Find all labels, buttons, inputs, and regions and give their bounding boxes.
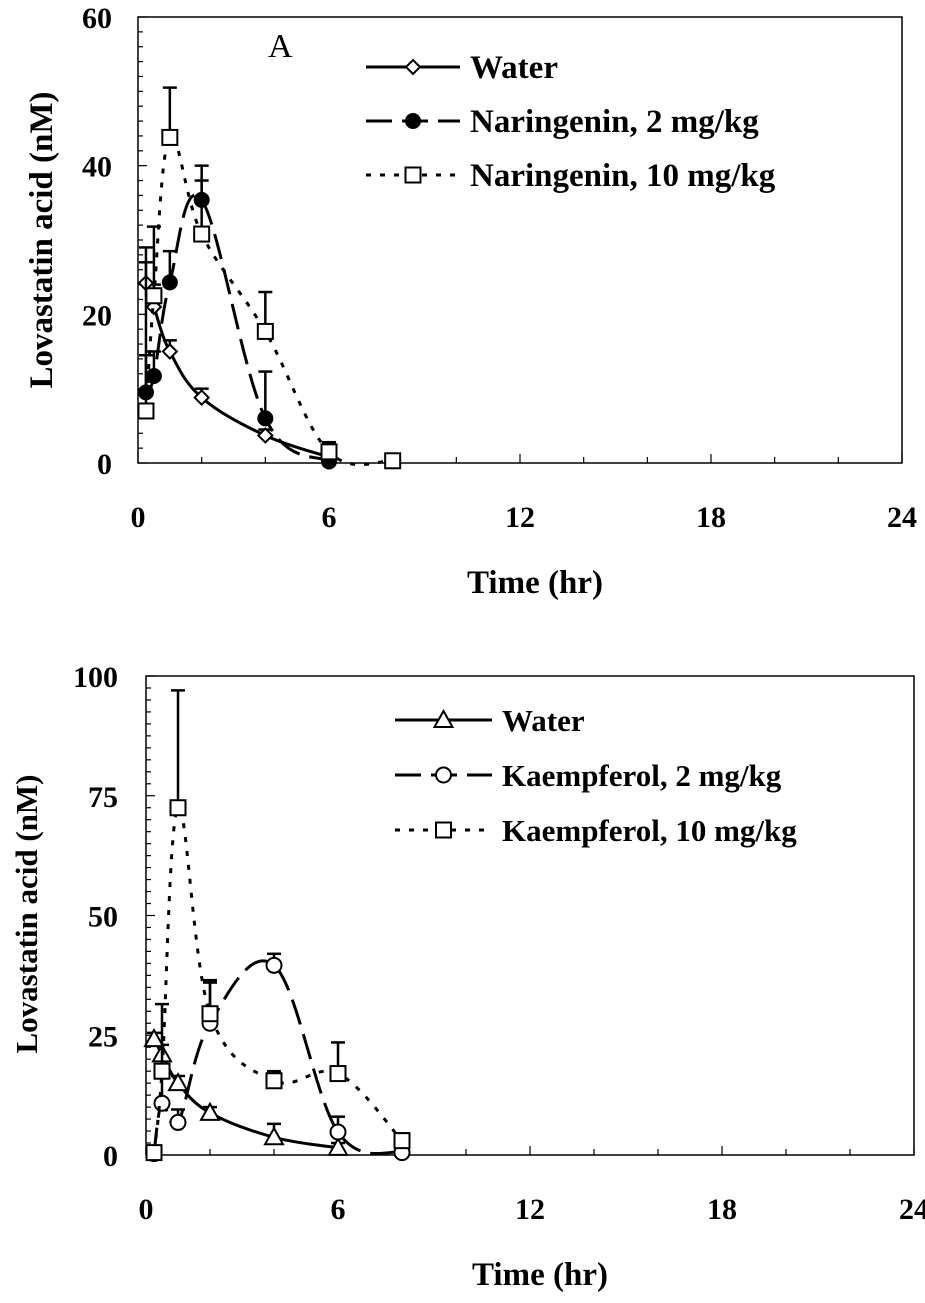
y-tick-label: 50 <box>88 901 118 934</box>
series-line <box>144 282 330 459</box>
data-point <box>329 1123 347 1141</box>
legend-marker <box>435 766 452 784</box>
y-axis-title: Lovastatin acid (nM) <box>9 775 44 1054</box>
legend-label: Water <box>502 703 585 738</box>
series-2 <box>137 86 402 470</box>
data-point <box>145 1144 163 1162</box>
data-point <box>320 443 338 461</box>
data-point <box>161 343 179 360</box>
data-point <box>193 225 211 243</box>
series-0 <box>143 1028 349 1156</box>
series-0 <box>137 261 338 466</box>
y-tick-label: 0 <box>97 448 112 481</box>
legend-item: Naringenin, 10 mg/kg <box>366 158 776 194</box>
x-tick-label: 24 <box>899 1193 925 1226</box>
legend-item: Water <box>395 703 585 738</box>
legend-item: Kaempferol, 10 mg/kg <box>395 813 797 848</box>
x-tick-label: 6 <box>331 1193 346 1226</box>
legend-marker <box>405 113 421 129</box>
y-tick-label: 0 <box>103 1140 118 1173</box>
legend-marker <box>435 821 452 839</box>
data-point <box>257 410 274 427</box>
x-axis-title: Time (hr) <box>467 565 603 601</box>
x-tick-label: 18 <box>696 501 726 534</box>
data-point <box>329 1065 347 1083</box>
x-axis-title: Time (hr) <box>472 1257 608 1293</box>
legend-marker <box>404 166 422 184</box>
legend-label: Naringenin, 2 mg/kg <box>470 104 759 140</box>
y-axis-title: Lovastatin acid (nM) <box>24 92 60 389</box>
data-point <box>393 1132 411 1150</box>
series-2 <box>145 689 411 1162</box>
panel-label: A <box>268 28 293 65</box>
data-point <box>256 427 274 444</box>
legend-marker <box>404 58 422 76</box>
x-tick-label: 0 <box>139 1193 154 1226</box>
y-tick-label: 40 <box>82 151 112 184</box>
y-tick-label: 100 <box>73 661 118 694</box>
legend-item: Kaempferol, 2 mg/kg <box>395 758 782 793</box>
x-tick-label: 0 <box>131 501 146 534</box>
data-point <box>153 1062 171 1080</box>
y-tick-label: 75 <box>88 781 118 814</box>
data-point <box>137 402 155 420</box>
legend-label: Kaempferol, 10 mg/kg <box>502 813 797 848</box>
legend-item: Naringenin, 2 mg/kg <box>366 104 759 140</box>
data-point <box>169 799 187 817</box>
data-point <box>201 1005 219 1023</box>
chart-panel-b: 0 25 50 75 100 0 6 12 18 24 Time (hr) Lovastatin ac… <box>9 661 925 1293</box>
legend-label: Kaempferol, 2 mg/kg <box>502 758 782 793</box>
legend-label: Naringenin, 10 mg/kg <box>470 158 776 194</box>
data-point <box>384 452 402 470</box>
x-tick-label: 24 <box>887 501 917 534</box>
data-point <box>193 389 211 407</box>
x-tick-label: 12 <box>515 1193 545 1226</box>
data-point <box>161 128 179 146</box>
data-point <box>145 287 163 305</box>
series-1 <box>145 952 411 1163</box>
data-point <box>143 1028 165 1048</box>
legend-marker <box>432 708 455 728</box>
x-tick-label: 18 <box>707 1193 737 1226</box>
x-tick-label: 12 <box>505 501 535 534</box>
legend-item: Water <box>366 50 558 86</box>
data-point <box>265 1072 283 1090</box>
y-tick-label: 25 <box>88 1020 118 1053</box>
data-point <box>167 1072 189 1092</box>
y-tick-label: 60 <box>82 2 112 35</box>
data-point <box>161 274 178 291</box>
data-point <box>327 1136 349 1156</box>
data-point <box>256 322 274 340</box>
data-point <box>169 1113 187 1131</box>
y-tick-label: 20 <box>82 299 112 332</box>
data-point <box>265 956 283 974</box>
plot-frame <box>145 675 915 1156</box>
chart-panel-a: 0 20 40 60 0 6 12 18 24 Time (hr) Lovastatin acid … <box>24 2 917 601</box>
legend-label: Water <box>470 50 558 86</box>
data-point <box>153 1094 171 1112</box>
data-point <box>263 1126 285 1146</box>
data-point <box>199 1101 221 1121</box>
x-tick-label: 6 <box>322 501 337 534</box>
